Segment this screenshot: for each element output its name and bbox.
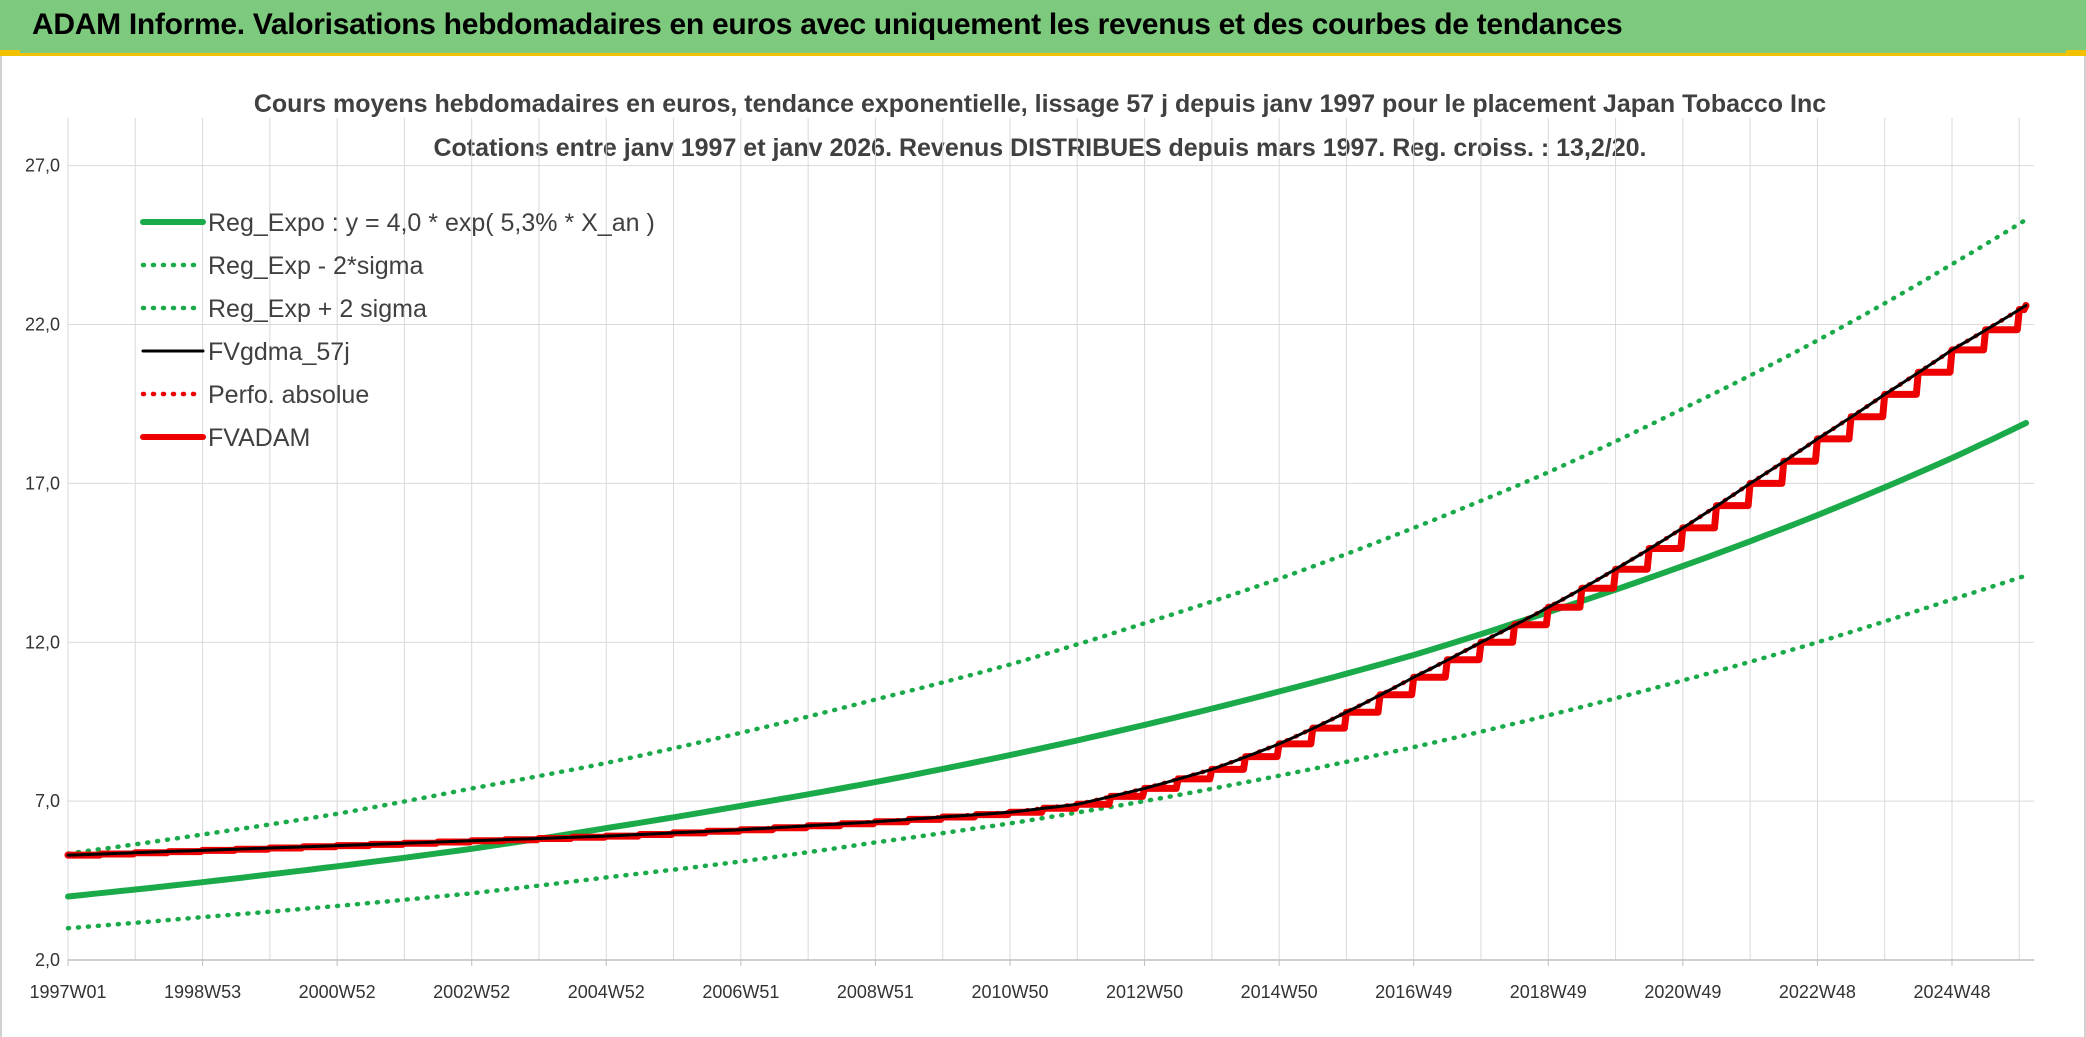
legend-label: Reg_Exp - 2*sigma: [208, 252, 423, 280]
legend-label: Perfo. absolue: [208, 381, 369, 409]
legend-label: Reg_Expo : y = 4,0 * exp( 5,3% * X_an ): [208, 209, 655, 237]
y-tick-label: 2,0: [35, 950, 60, 970]
x-tick-label: 2000W52: [299, 982, 376, 1002]
y-tick-label: 17,0: [25, 473, 60, 493]
y-tick-label: 22,0: [25, 315, 60, 335]
x-tick-label: 2016W49: [1375, 982, 1452, 1002]
chart-title: Cours moyens hebdomadaires en euros, ten…: [254, 90, 1826, 118]
banner-corner-left: [0, 50, 20, 56]
chart-series: [64, 217, 2030, 931]
x-tick-label: 2004W52: [568, 982, 645, 1002]
legend-label: Reg_Exp + 2 sigma: [208, 295, 427, 323]
x-tick-label: 2014W50: [1241, 982, 1318, 1002]
x-tick-label: 2024W48: [1913, 982, 1990, 1002]
chart-axes: 2,0 7,0 12,0 17,0 22,0 27,0 1997W01 1998W53 2000…: [25, 156, 2034, 1002]
chart-grid: [67, 118, 2034, 961]
series-line-4: [66, 304, 2028, 857]
series-line-1: [65, 420, 2029, 900]
y-tick-label: 7,0: [35, 791, 60, 811]
x-tick-label: 2012W50: [1106, 982, 1183, 1002]
x-tick-label: 2008W51: [837, 982, 914, 1002]
x-tick-label: 2022W48: [1779, 982, 1856, 1002]
chart-legend: Reg_Expo : y = 4,0 * exp( 5,3% * X_an ) R…: [140, 209, 655, 452]
report-title: ADAM Informe. Valorisations hebdomadaire…: [32, 8, 1623, 41]
x-tick-label: 2018W49: [1510, 982, 1587, 1002]
x-tick-label: 2002W52: [433, 982, 510, 1002]
x-tick-label: 1998W53: [164, 982, 241, 1002]
y-tick-label: 27,0: [25, 156, 60, 176]
x-tick-label: 2020W49: [1644, 982, 1721, 1002]
chart-subtitle: Cotations entre janv 1997 et janv 2026. …: [433, 134, 1646, 162]
chart-frame: [0, 56, 2086, 1037]
series-line-3: [65, 217, 2029, 856]
banner-corner-right: [2066, 50, 2086, 56]
x-tick-label: 2010W50: [971, 982, 1048, 1002]
legend-label: FVADAM: [208, 424, 310, 452]
y-tick-label: 12,0: [25, 632, 60, 652]
series-line-2: [65, 573, 2029, 931]
x-tick-label: 1997W01: [29, 982, 106, 1002]
report-banner: ADAM Informe. Valorisations hebdomadaire…: [0, 0, 2086, 56]
legend-label: FVgdma_57j: [208, 338, 350, 366]
x-tick-label: 2006W51: [702, 982, 779, 1002]
